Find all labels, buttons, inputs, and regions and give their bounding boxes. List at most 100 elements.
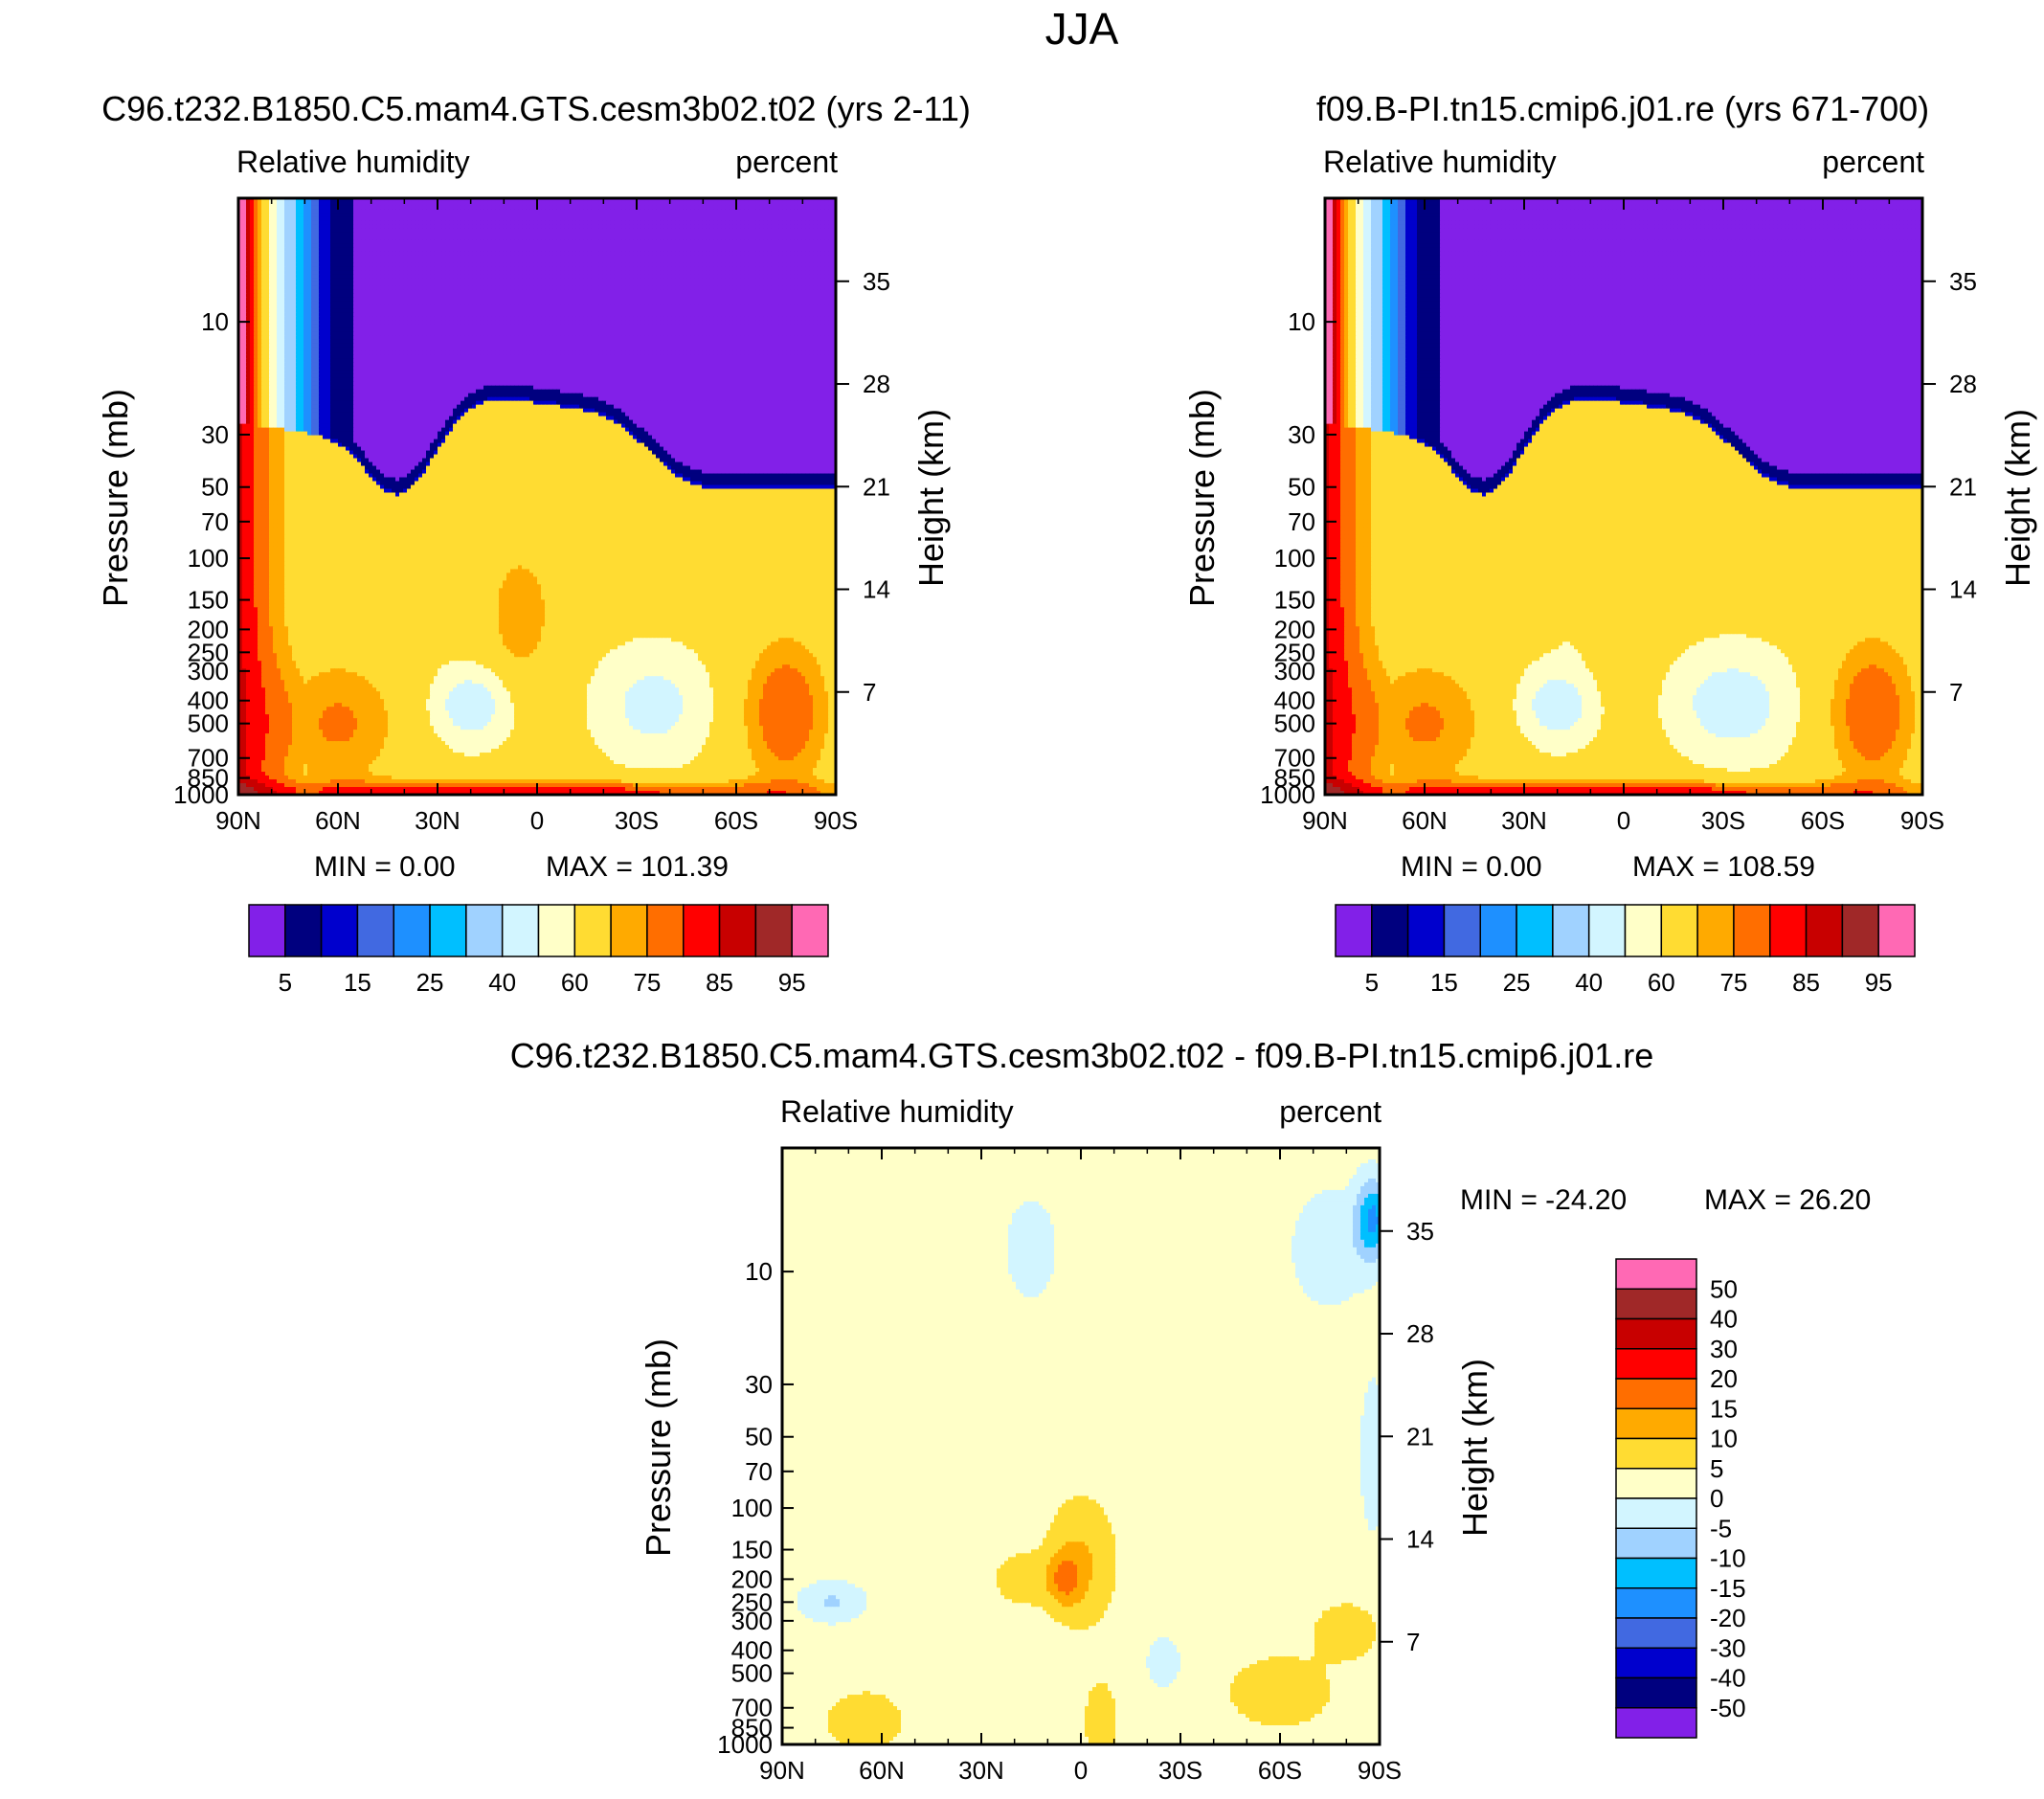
field-cell — [752, 202, 756, 207]
field-cell — [422, 210, 427, 214]
field-cell — [277, 214, 281, 218]
field-cell — [790, 210, 795, 214]
field-cell — [372, 202, 377, 207]
field-cell — [545, 202, 550, 207]
field-cell — [683, 206, 687, 211]
field-cell — [261, 210, 266, 214]
field-cell — [254, 202, 258, 207]
field-cell — [717, 202, 722, 207]
field-cell — [575, 210, 580, 214]
field-cell — [752, 210, 756, 214]
field-cell — [514, 206, 519, 211]
field-cell — [261, 214, 266, 218]
field-cell — [606, 206, 611, 211]
field-cell — [591, 206, 595, 211]
field-cell — [303, 214, 308, 218]
field-cell — [265, 210, 270, 214]
field-cell — [269, 206, 274, 211]
field-cell — [376, 210, 381, 214]
field-cell — [736, 210, 741, 214]
field-cell — [667, 210, 672, 214]
field-cell — [483, 210, 488, 214]
field-cell — [549, 206, 553, 211]
field-cell — [606, 202, 611, 207]
field-cell — [748, 206, 752, 211]
field-cell — [820, 206, 825, 211]
field-cell — [361, 214, 366, 218]
field-cell — [637, 210, 641, 214]
field-cell — [407, 202, 412, 207]
field-cell — [514, 202, 519, 207]
field-cell — [801, 210, 806, 214]
field-cell — [598, 202, 603, 207]
field-cell — [717, 206, 722, 211]
field-cell — [357, 214, 362, 218]
field-cell — [595, 202, 599, 207]
field-cell — [418, 206, 423, 211]
field-cell — [564, 202, 569, 207]
field-cell — [786, 210, 791, 214]
field-cell — [254, 206, 258, 211]
field-cell — [729, 202, 733, 207]
field-cell — [503, 210, 507, 214]
field-cell — [242, 214, 247, 218]
field-cell — [476, 210, 481, 214]
field-cell — [572, 206, 576, 211]
field-cell — [663, 210, 668, 214]
field-cell — [468, 210, 473, 214]
field-cell — [549, 202, 553, 207]
field-cell — [648, 210, 653, 214]
field-cell — [660, 206, 664, 211]
field-cell — [809, 202, 814, 207]
field-cell — [813, 206, 818, 211]
field-cell — [656, 202, 661, 207]
field-cell — [752, 206, 756, 211]
field-cell — [323, 210, 327, 214]
field-cell — [346, 202, 350, 207]
field-cell — [529, 206, 534, 211]
field-cell — [303, 210, 308, 214]
field-cell — [353, 214, 358, 218]
field-cell — [598, 206, 603, 211]
field-cell — [277, 206, 281, 211]
field-cell — [683, 202, 687, 207]
field-cell — [556, 210, 561, 214]
field-cell — [269, 214, 274, 218]
field-cell — [663, 206, 668, 211]
field-cell — [510, 210, 515, 214]
field-cell — [453, 206, 458, 211]
field-cell — [748, 210, 752, 214]
field-cell — [510, 206, 515, 211]
field-cell — [384, 206, 389, 211]
field-cell — [782, 206, 787, 211]
field-cell — [713, 202, 718, 207]
field-cell — [572, 210, 576, 214]
variable-label: Relative humidity — [236, 145, 470, 179]
field-cell — [721, 206, 726, 211]
field-cell — [602, 206, 607, 211]
field-cell — [775, 202, 779, 207]
field-cell — [258, 214, 262, 218]
field-cell — [346, 206, 350, 211]
field-cell — [334, 214, 339, 218]
field-cell — [361, 210, 366, 214]
field-cell — [621, 210, 626, 214]
field-cell — [392, 202, 396, 207]
field-cell — [411, 214, 416, 218]
field-cell — [334, 210, 339, 214]
field-cell — [575, 206, 580, 211]
field-cell — [568, 206, 573, 211]
field-cell — [771, 206, 775, 211]
field-cell — [349, 214, 354, 218]
field-cell — [399, 210, 404, 214]
field-cell — [296, 210, 301, 214]
field-cell — [303, 206, 308, 211]
field-cell — [460, 210, 465, 214]
field-cell — [663, 202, 668, 207]
field-cell — [828, 210, 833, 214]
field-cell — [690, 202, 695, 207]
field-cell — [457, 210, 461, 214]
field-cell — [250, 206, 255, 211]
field-cell — [449, 206, 454, 211]
field-cell — [771, 202, 775, 207]
